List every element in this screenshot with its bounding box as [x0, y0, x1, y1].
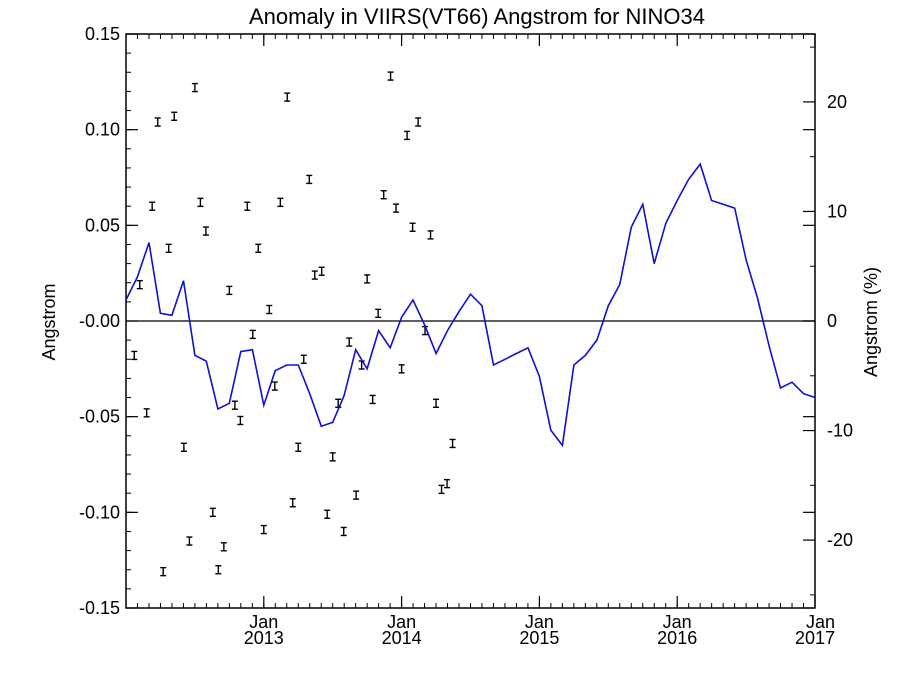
error-bar-point	[131, 350, 138, 361]
anomaly-line	[125, 162, 816, 448]
y2-tick-label: -20	[827, 530, 853, 550]
y-axis-title: Angstrom	[39, 283, 59, 360]
error-bar-point	[202, 226, 209, 236]
error-bar-point	[277, 197, 284, 208]
x-tick-label-year: 2016	[657, 628, 697, 648]
scatter-points	[131, 71, 456, 577]
error-bar-point	[186, 536, 193, 546]
error-bar-point	[375, 308, 382, 319]
error-bar-point	[387, 71, 394, 81]
error-bar-point	[191, 82, 198, 93]
error-bar-point	[404, 130, 411, 141]
y-tick-label: -0.00	[79, 311, 120, 331]
error-bar-point	[255, 243, 262, 253]
y2-tick-label: 10	[827, 201, 847, 221]
error-bar-point	[260, 524, 267, 535]
error-bar-point	[438, 484, 445, 495]
chart-title: Anomaly in VIIRS(VT66) Angstrom for NINO…	[249, 4, 705, 29]
error-bar-point	[226, 285, 233, 296]
y2-axis-title: Angstrom (%)	[861, 267, 881, 377]
error-bar-point	[171, 111, 178, 121]
error-bar-point	[300, 354, 307, 364]
error-bar-point	[346, 337, 353, 347]
error-bar-point	[231, 400, 238, 410]
error-bar-point	[409, 222, 416, 232]
error-bar-point	[180, 442, 187, 452]
x-tick-label-month: Jan	[387, 612, 416, 632]
error-bar-point	[136, 279, 143, 290]
x-tick-label-month: Jan	[663, 612, 692, 632]
error-bar-point	[289, 498, 296, 508]
error-bar-point	[237, 415, 244, 426]
y-tick-label: -0.10	[79, 502, 120, 522]
error-bar-point	[295, 442, 302, 452]
x-tick-label-month: Jan	[525, 612, 554, 632]
error-bar-point	[271, 381, 278, 391]
error-bar-point	[398, 364, 405, 374]
error-bar-point	[427, 230, 434, 240]
x-tick-label-year: 2015	[519, 628, 559, 648]
error-bar-point	[149, 201, 156, 211]
error-bar-point	[449, 438, 456, 449]
error-bar-point	[160, 566, 167, 577]
error-bar-point	[220, 542, 227, 552]
y2-tick-label: 20	[827, 92, 847, 112]
error-bar-point	[324, 509, 331, 519]
error-bar-point	[197, 197, 204, 208]
error-bar-point	[154, 117, 161, 127]
error-bar-point	[329, 452, 336, 462]
error-bar-point	[165, 243, 172, 253]
error-bar-point	[143, 408, 150, 418]
error-bar-point	[335, 398, 342, 408]
error-bar-point	[415, 117, 422, 127]
error-bar-point	[380, 190, 387, 200]
error-bar-point	[444, 478, 451, 489]
error-bar-point	[266, 304, 273, 315]
y-tick-label: 0.15	[85, 24, 120, 44]
error-bar-point	[306, 174, 313, 185]
error-bar-point	[318, 266, 325, 276]
error-bar-point	[244, 201, 251, 211]
right-axis: 20 10 0 -10 -20	[803, 46, 853, 596]
error-bar-point	[284, 92, 291, 102]
error-bar-point	[433, 398, 440, 408]
error-bar-point	[249, 329, 256, 340]
y-tick-label: -0.05	[79, 407, 120, 427]
y-tick-label: 0.05	[85, 215, 120, 235]
error-bar-point	[364, 274, 371, 284]
x-tick-label-month: Jan	[249, 612, 278, 632]
error-bar-point	[215, 565, 222, 575]
y-tick-label: -0.15	[79, 598, 120, 618]
x-tick-label-year: 2013	[244, 628, 284, 648]
y2-tick-label: 0	[827, 311, 837, 331]
error-bar-point	[353, 490, 360, 500]
x-tick-label-year: 2017	[795, 628, 835, 648]
error-bar-point	[369, 394, 376, 405]
error-bar-point	[209, 507, 216, 518]
error-bar-point	[311, 270, 318, 280]
y2-tick-label: -10	[827, 421, 853, 441]
error-bar-point	[340, 526, 347, 537]
x-tick-label-month: Jan	[806, 612, 835, 632]
y-tick-label: 0.10	[85, 120, 120, 140]
x-tick-label-year: 2014	[382, 628, 422, 648]
error-bar-point	[393, 203, 400, 213]
